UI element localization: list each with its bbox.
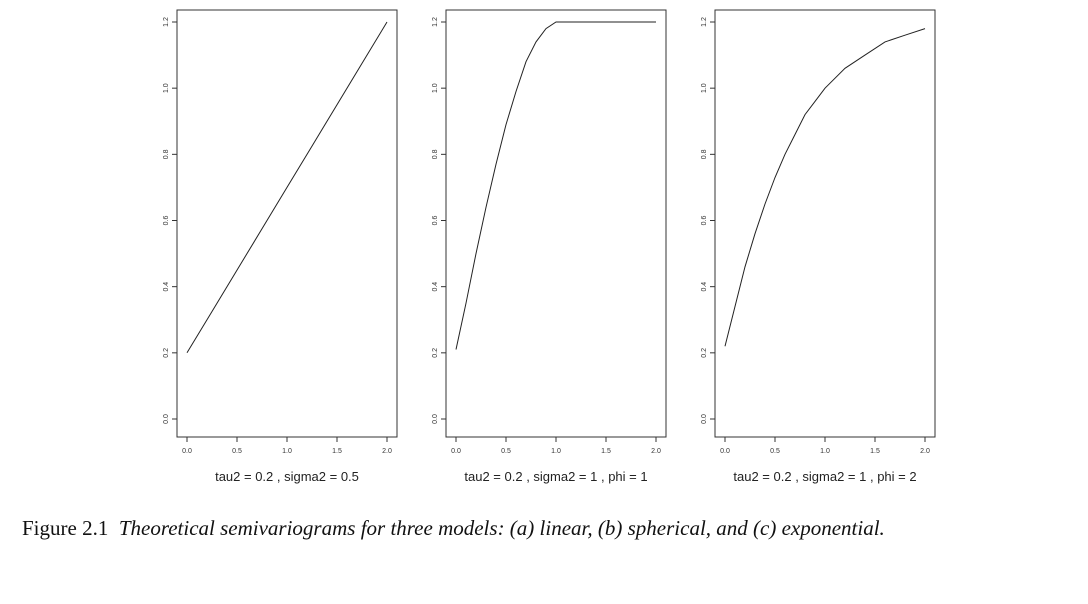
- x-tick-label-1: 1.5: [332, 448, 342, 455]
- plot-frame-1: [176, 9, 398, 438]
- y-tick-label-1: 1.2: [163, 17, 170, 27]
- series-line-2-1: [455, 21, 656, 350]
- series-line-3-1: [724, 28, 926, 347]
- plot-frame-3: [714, 9, 936, 438]
- y-tick-label-1: 0.8: [163, 149, 170, 159]
- plot-frame-2: [445, 9, 667, 438]
- x-axis-label-2: tau2 = 0.2 , sigma2 = 1 , phi = 1: [464, 469, 647, 484]
- semivariogram-figure: 0.0 0.5 1.0 1.5 2.0 0.0 0.2 0.4 0.6 0.8 1.0 1.2 tau2…: [163, 9, 936, 484]
- y-tick-label-1: 0.4: [163, 282, 170, 292]
- x-tick-label-1: 0.5: [232, 448, 242, 455]
- y-tick-label-2: 0.4: [432, 282, 439, 292]
- x-axis-label-3: tau2 = 0.2 , sigma2 = 1 , phi = 2: [733, 469, 916, 484]
- series-line-1-1: [186, 21, 388, 354]
- x-tick-label-2: 1.0: [551, 448, 561, 455]
- y-tick-label-1: 1.0: [163, 83, 170, 93]
- y-tick-label-3: 0.6: [701, 216, 708, 226]
- y-tick-label-1: 0.2: [163, 348, 170, 358]
- x-tick-label-2: 0.0: [451, 448, 461, 455]
- y-tick-label-3: 1.2: [701, 17, 708, 27]
- caption-text: Theoretical semivariograms for three mod…: [118, 516, 885, 540]
- y-tick-label-2: 0.8: [432, 149, 439, 159]
- y-tick-label-3: 0.4: [701, 282, 708, 292]
- y-tick-label-3: 0.0: [701, 414, 708, 424]
- y-tick-label-2: 1.0: [432, 83, 439, 93]
- y-tick-label-3: 0.8: [701, 149, 708, 159]
- x-tick-label-1: 0.0: [182, 448, 192, 455]
- x-axis-label-1: tau2 = 0.2 , sigma2 = 0.5: [215, 469, 359, 484]
- x-tick-label-3: 0.0: [720, 448, 730, 455]
- x-tick-label-3: 1.0: [820, 448, 830, 455]
- y-tick-label-3: 1.0: [701, 83, 708, 93]
- y-tick-label-2: 0.2: [432, 348, 439, 358]
- figure-caption: Figure 2.1 Theoretical semivariograms fo…: [22, 515, 1072, 542]
- x-tick-label-3: 2.0: [920, 448, 930, 455]
- y-tick-label-1: 0.0: [163, 414, 170, 424]
- x-tick-label-3: 1.5: [870, 448, 880, 455]
- y-tick-label-2: 1.2: [432, 17, 439, 27]
- y-tick-label-1: 0.6: [163, 216, 170, 226]
- x-tick-label-2: 2.0: [651, 448, 661, 455]
- caption-label: Figure 2.1: [22, 516, 109, 540]
- y-tick-label-2: 0.0: [432, 414, 439, 424]
- x-tick-label-1: 2.0: [382, 448, 392, 455]
- x-tick-label-2: 1.5: [601, 448, 611, 455]
- y-tick-label-3: 0.2: [701, 348, 708, 358]
- x-tick-label-2: 0.5: [501, 448, 511, 455]
- x-tick-label-1: 1.0: [282, 448, 292, 455]
- x-tick-label-3: 0.5: [770, 448, 780, 455]
- y-tick-label-2: 0.6: [432, 216, 439, 226]
